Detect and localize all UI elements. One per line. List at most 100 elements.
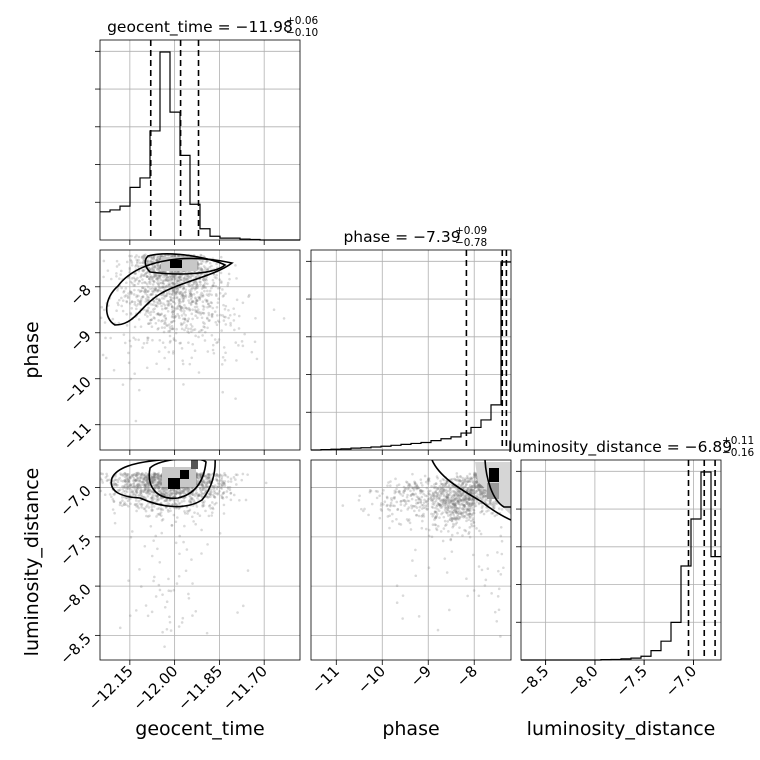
sample-point — [215, 477, 218, 481]
sample-point — [195, 491, 198, 494]
sample-point — [146, 290, 150, 293]
sample-point — [128, 486, 131, 490]
sample-point — [471, 502, 475, 506]
sample-point — [187, 487, 190, 491]
sample-point — [477, 594, 481, 598]
sample-point — [140, 298, 143, 301]
sample-point — [112, 500, 116, 504]
sample-point — [144, 485, 148, 488]
sample-point — [467, 498, 471, 502]
sample-point — [174, 492, 178, 496]
sample-point — [419, 491, 422, 495]
sample-point — [130, 292, 133, 296]
sample-point — [138, 300, 141, 303]
sample-point — [456, 493, 459, 497]
sample-point — [449, 513, 452, 517]
sample-point — [415, 486, 419, 490]
sample-point — [146, 322, 150, 325]
sample-point — [227, 480, 230, 483]
sample-point — [175, 582, 179, 585]
sample-point — [152, 473, 156, 476]
sample-point — [451, 517, 454, 521]
sample-point — [135, 261, 139, 265]
sample-point — [451, 511, 455, 515]
sample-point — [159, 301, 163, 304]
sample-point — [188, 494, 191, 497]
sample-point — [153, 484, 157, 487]
sample-point — [164, 276, 168, 279]
sample-point — [153, 486, 157, 490]
sample-point — [166, 275, 170, 279]
sample-point — [220, 487, 223, 490]
sample-point — [199, 329, 203, 332]
sample-point — [462, 510, 466, 514]
sample-point — [131, 489, 135, 492]
sample-point — [219, 313, 222, 317]
sample-point — [148, 272, 152, 276]
sample-point — [449, 499, 453, 503]
sample-point — [221, 479, 224, 483]
sample-point — [156, 483, 159, 487]
sample-point — [451, 477, 454, 481]
sample-point — [205, 259, 209, 263]
sample-point — [142, 258, 145, 261]
sample-point — [205, 495, 209, 499]
sample-point — [463, 478, 467, 482]
sample-point — [435, 510, 438, 514]
sample-point — [475, 500, 479, 503]
sample-point — [132, 293, 136, 296]
sample-point — [199, 494, 203, 497]
sample-point — [175, 293, 178, 296]
sample-point — [435, 514, 438, 518]
sample-point — [133, 479, 136, 483]
sample-point — [481, 489, 485, 493]
sample-point — [472, 498, 475, 502]
sample-point — [179, 489, 182, 493]
sample-point — [468, 485, 472, 489]
sample-point — [177, 291, 181, 295]
sample-point — [146, 482, 149, 486]
sample-point — [406, 481, 409, 484]
sample-point — [485, 491, 488, 495]
sample-point — [205, 475, 208, 479]
sample-point — [103, 321, 107, 324]
sample-point — [398, 491, 401, 494]
sample-point — [446, 520, 450, 523]
title-lower-error: −0.16 — [722, 447, 754, 459]
sample-point — [207, 475, 211, 479]
sample-point — [442, 499, 445, 502]
sample-point — [445, 511, 449, 514]
sample-point — [167, 285, 170, 289]
sample-point — [431, 514, 434, 518]
sample-point — [474, 491, 478, 494]
sample-point — [228, 313, 232, 317]
sample-point — [210, 514, 214, 517]
sample-point — [425, 500, 428, 503]
sample-point — [169, 493, 172, 497]
sample-point — [162, 279, 166, 282]
sample-point — [457, 499, 460, 503]
sample-point — [172, 319, 175, 323]
sample-point — [149, 318, 153, 322]
sample-point — [455, 521, 459, 524]
sample-point — [470, 476, 474, 480]
sample-point — [456, 479, 459, 482]
x-ticks: −12.15−12.00−11.85−11.70 — [85, 660, 271, 714]
sample-point — [469, 491, 472, 495]
sample-point — [164, 499, 168, 502]
sample-point — [422, 515, 426, 518]
sample-point — [144, 483, 147, 487]
sample-point — [173, 315, 177, 318]
sample-point — [193, 494, 197, 498]
sample-point — [179, 300, 182, 304]
sample-point — [389, 484, 392, 488]
sample-point — [218, 490, 221, 493]
sample-point — [174, 289, 178, 292]
sample-point — [163, 499, 167, 502]
sample-point — [200, 262, 203, 265]
sample-point — [217, 485, 220, 488]
sample-point — [164, 295, 167, 298]
sample-point — [421, 503, 425, 507]
sample-point — [126, 482, 129, 486]
sample-point — [439, 503, 442, 507]
